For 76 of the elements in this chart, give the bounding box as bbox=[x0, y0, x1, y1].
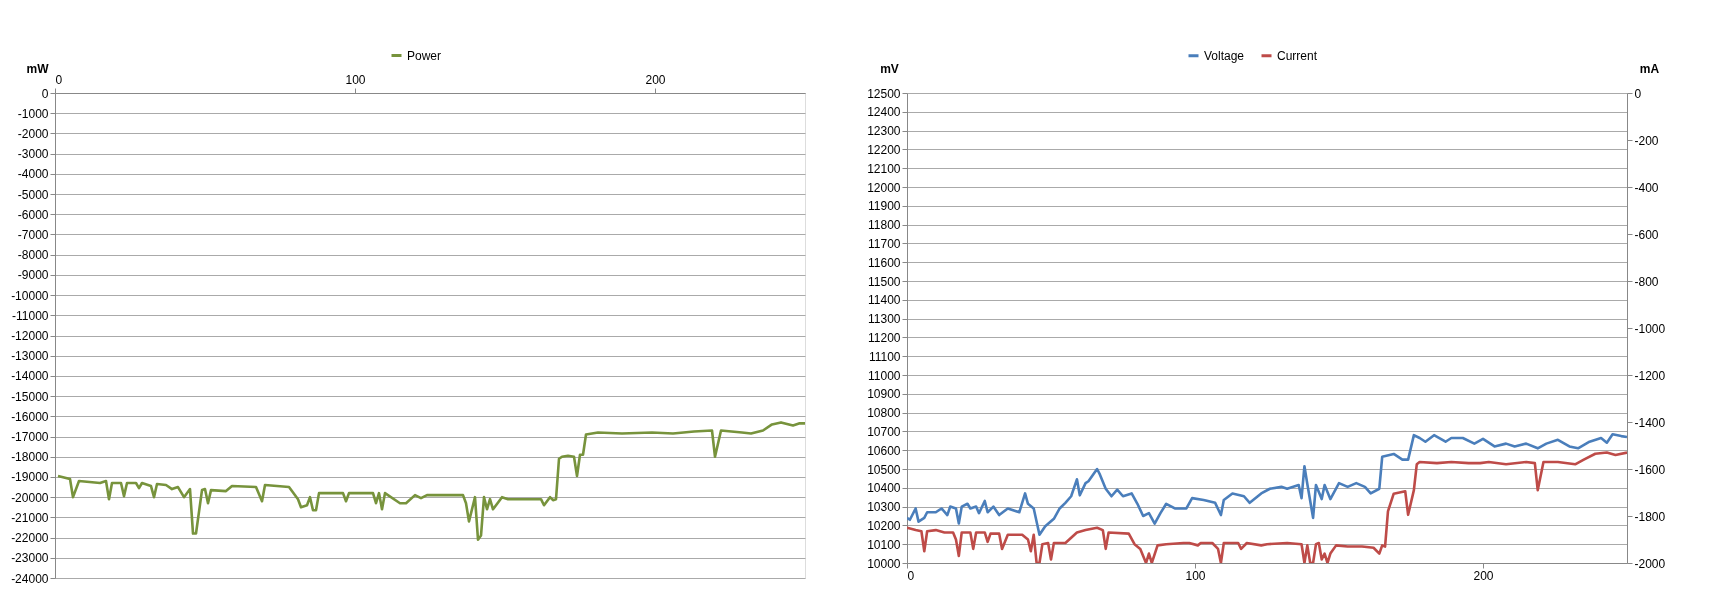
y2-tick-label: -400 bbox=[1634, 180, 1659, 195]
y-tick-label: 12100 bbox=[867, 161, 901, 176]
y-tick-label: 10900 bbox=[867, 387, 901, 402]
y-tick-label: -7000 bbox=[17, 227, 49, 242]
y-tick-label: 11000 bbox=[868, 368, 901, 383]
y-tick-label: 10800 bbox=[867, 406, 901, 421]
y-tick-label: -14000 bbox=[11, 369, 49, 384]
x-tick-label: 100 bbox=[345, 72, 366, 87]
y-tick-label: -17000 bbox=[11, 430, 49, 445]
y-tick-label: -15000 bbox=[11, 389, 49, 404]
y-tick-label: -6000 bbox=[17, 207, 49, 222]
y-tick-label: 11300 bbox=[868, 312, 901, 327]
x-tick-label: 100 bbox=[1185, 568, 1206, 583]
y-tick-label: -13000 bbox=[11, 349, 49, 364]
y2-tick-label: -2000 bbox=[1634, 556, 1666, 571]
y-tick-label: 12300 bbox=[867, 124, 901, 139]
y-tick-label: 12200 bbox=[867, 142, 901, 157]
y2-tick-label: -1400 bbox=[1634, 415, 1666, 430]
y2-tick-label: -1800 bbox=[1634, 509, 1666, 524]
legend-label: Power bbox=[407, 48, 442, 63]
y-tick-label: 10500 bbox=[867, 462, 901, 477]
y-tick-label: 11400 bbox=[868, 293, 901, 308]
y-tick-label: -10000 bbox=[11, 288, 49, 303]
y-tick-label: -9000 bbox=[17, 268, 49, 283]
y-tick-label: -12000 bbox=[11, 329, 49, 343]
y-tick-label: -11000 bbox=[12, 308, 49, 323]
line-series bbox=[56, 421, 805, 541]
y-tick-label: -19000 bbox=[11, 470, 49, 485]
y-tick-label: -21000 bbox=[11, 510, 49, 525]
y-tick-label: 12500 bbox=[867, 86, 901, 101]
y-tick-label: 11600 bbox=[868, 255, 901, 270]
y-tick-label: 10300 bbox=[867, 500, 901, 515]
y2-tick-label: -600 bbox=[1634, 227, 1659, 242]
y-tick-label: -5000 bbox=[17, 187, 49, 202]
y-tick-label: 11100 bbox=[868, 349, 901, 364]
y-tick-label: -4000 bbox=[17, 167, 49, 182]
y2-tick-label: -200 bbox=[1634, 133, 1659, 148]
y-tick-label: 10000 bbox=[867, 556, 901, 571]
y2-tick-label: -1600 bbox=[1634, 462, 1666, 477]
y-tick-label: 10400 bbox=[867, 481, 901, 496]
y-tick-label: 10200 bbox=[867, 518, 901, 533]
y-tick-label: 10600 bbox=[867, 443, 901, 458]
y-axis-title: mV bbox=[880, 61, 899, 76]
y-tick-label: 11200 bbox=[868, 330, 901, 345]
y-axis-title: mW bbox=[26, 61, 50, 76]
x-tick-label: 0 bbox=[55, 72, 63, 87]
line-series bbox=[907, 432, 1627, 537]
y-tick-label: -22000 bbox=[11, 531, 49, 546]
y-tick-label: -24000 bbox=[11, 571, 49, 586]
y-tick-label: -8000 bbox=[17, 248, 49, 263]
y2-axis-title: mA bbox=[1639, 61, 1660, 76]
x-tick-label: 0 bbox=[907, 568, 915, 583]
y-tick-label: -1000 bbox=[17, 106, 49, 121]
y-tick-label: -2000 bbox=[17, 126, 49, 141]
y2-tick-label: 0 bbox=[1634, 86, 1642, 101]
y-tick-label: -18000 bbox=[11, 450, 49, 465]
x-tick-label: 200 bbox=[645, 72, 666, 87]
y-tick-label: -3000 bbox=[17, 147, 49, 162]
x-tick-label: 200 bbox=[1473, 568, 1494, 583]
y2-tick-label: -1000 bbox=[1634, 321, 1666, 336]
y-tick-label: 0 bbox=[41, 86, 49, 101]
y-tick-label: 11900 bbox=[868, 199, 901, 214]
y-tick-label: 12400 bbox=[867, 105, 901, 120]
y-tick-label: 10700 bbox=[867, 424, 901, 439]
y-tick-label: 11500 bbox=[868, 274, 901, 289]
legend-label: Voltage bbox=[1204, 48, 1245, 63]
y-tick-label: 11700 bbox=[868, 236, 901, 251]
y-tick-label: -16000 bbox=[11, 409, 49, 424]
y-tick-label: 12000 bbox=[867, 180, 901, 195]
y-tick-label: -23000 bbox=[11, 551, 49, 566]
y-tick-label: 10100 bbox=[867, 537, 901, 552]
y2-tick-label: -800 bbox=[1634, 274, 1659, 289]
legend-label: Current bbox=[1277, 48, 1318, 63]
y2-tick-label: -1200 bbox=[1634, 368, 1666, 383]
y-tick-label: 11800 bbox=[868, 218, 901, 233]
y-tick-label: -20000 bbox=[11, 490, 49, 505]
